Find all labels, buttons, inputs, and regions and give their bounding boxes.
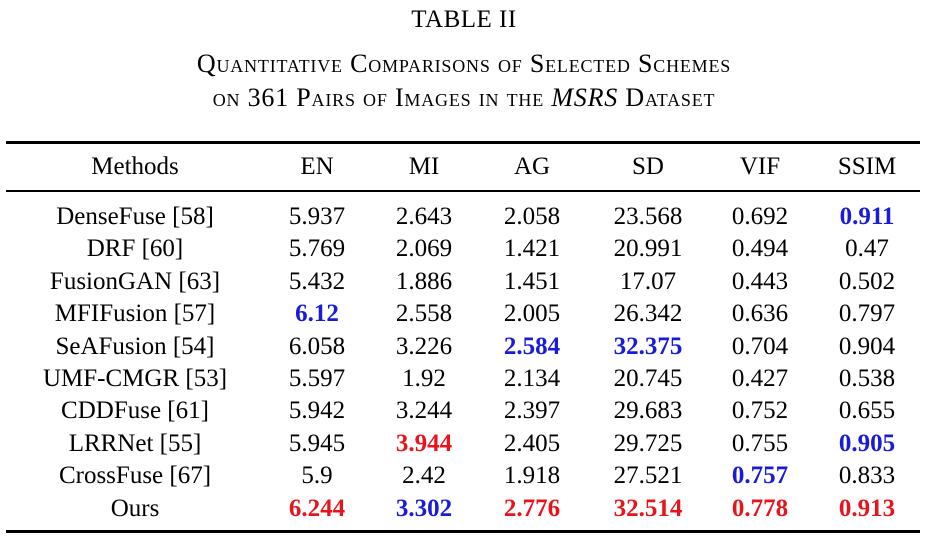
table-row: UMF-CMGR [53] 5.597 1.92 2.134 20.745 0.427 0.… — [0, 363, 928, 395]
sd-value-cell: 20.745 — [613, 365, 683, 392]
ag-value-cell: 1.421 — [503, 235, 561, 263]
vif-value-cell: 0.757 — [731, 462, 789, 490]
en-value-cell: 6.12 — [295, 300, 339, 328]
table-header-rule — [6, 190, 920, 192]
table-caption-line-2: on 361 Pairs of Images in the MSRS Datas… — [0, 83, 928, 113]
vif-value-cell: 0.778 — [731, 494, 789, 522]
en-value-cell: 5.432 — [288, 267, 346, 295]
header-ssim: SSIM — [837, 153, 897, 180]
ssim-value-cell: 0.797 — [838, 300, 896, 328]
table-row: SeAFusion [54] 6.058 3.226 2.584 32.375 0.704… — [0, 331, 928, 363]
vif-value-cell: 0.704 — [731, 332, 789, 360]
sd-value-cell: 20.991 — [613, 235, 683, 263]
mi-value-cell: 2.558 — [395, 300, 453, 328]
vif-value-cell: 0.443 — [731, 267, 789, 295]
ag-value-cell: 2.058 — [503, 203, 561, 230]
sd-value-cell: 32.514 — [613, 494, 683, 522]
en-value-cell: 5.597 — [288, 365, 346, 392]
table-bottom-rule — [6, 530, 920, 533]
mi-value-cell: 1.886 — [395, 267, 453, 295]
method-name-cell: MFIFusion [57] — [54, 300, 216, 328]
table-top-rule — [6, 141, 920, 144]
method-name-cell: DenseFuse [58] — [56, 203, 214, 230]
ssim-value-cell: 0.904 — [838, 332, 896, 360]
table-caption-line-1: Quantitative Comparisons of Selected Sch… — [196, 49, 732, 78]
method-name-cell: UMF-CMGR [53] — [42, 365, 228, 392]
vif-value-cell: 0.692 — [731, 203, 789, 230]
vif-value-cell: 0.752 — [731, 397, 789, 425]
ag-value-cell: 2.776 — [503, 494, 561, 522]
method-name-cell: FusionGAN [63] — [49, 267, 221, 295]
mi-value-cell: 2.643 — [395, 203, 453, 230]
en-value-cell: 5.769 — [288, 235, 346, 263]
table-row: CrossFuse [67] 5.9 2.42 1.918 27.521 0.757 0.8… — [0, 460, 928, 492]
method-name-cell: CrossFuse [67] — [58, 462, 212, 490]
en-value-cell: 5.945 — [288, 429, 346, 457]
sd-value-cell: 23.568 — [613, 203, 683, 230]
table-number: TABLE II — [411, 6, 517, 33]
vif-value-cell: 0.427 — [731, 365, 789, 392]
mi-value-cell: 3.302 — [395, 494, 453, 522]
sd-value-cell: 26.342 — [613, 300, 683, 328]
table-header-row: Methods EN MI AG SD VIF SSIM — [0, 151, 928, 183]
header-mi: MI — [408, 153, 440, 180]
mi-value-cell: 3.226 — [395, 332, 453, 360]
en-value-cell: 6.244 — [288, 494, 346, 522]
ssim-value-cell: 0.913 — [838, 494, 896, 522]
ag-value-cell: 1.918 — [503, 462, 561, 490]
sd-value-cell: 29.683 — [613, 397, 683, 425]
sd-value-cell: 29.725 — [613, 429, 683, 457]
table-row: CDDFuse [61] 5.942 3.244 2.397 29.683 0.752 0.… — [0, 395, 928, 427]
caption-dataset-name: MSRS — [551, 83, 619, 112]
vif-value-cell: 0.494 — [731, 235, 789, 263]
vif-value-cell: 0.636 — [731, 300, 789, 328]
sd-value-cell: 32.375 — [613, 332, 683, 360]
en-value-cell: 5.937 — [288, 203, 346, 230]
header-sd: SD — [632, 153, 664, 180]
ssim-value-cell: 0.47 — [845, 235, 889, 263]
en-value-cell: 5.9 — [301, 462, 333, 490]
ssim-value-cell: 0.833 — [838, 462, 896, 490]
ag-value-cell: 2.405 — [503, 429, 561, 457]
ag-value-cell: 2.584 — [503, 332, 561, 360]
table-row: DRF [60] 5.769 2.069 1.421 20.991 0.494 0.47 — [0, 233, 928, 265]
header-ag: AG — [513, 153, 551, 180]
method-name-cell: CDDFuse [61] — [61, 397, 209, 425]
mi-value-cell: 3.244 — [395, 397, 453, 425]
table-row: Ours 6.244 3.302 2.776 32.514 0.778 0.913 — [0, 493, 928, 525]
caption-text-after: Dataset — [618, 83, 716, 112]
sd-value-cell: 27.521 — [613, 462, 683, 490]
vif-value-cell: 0.755 — [731, 429, 789, 457]
table-row: FusionGAN [63] 5.432 1.886 1.451 17.07 0.443 0… — [0, 266, 928, 298]
en-value-cell: 5.942 — [288, 397, 346, 425]
ssim-value-cell: 0.905 — [838, 429, 896, 457]
mi-value-cell: 2.069 — [395, 235, 453, 263]
mi-value-cell: 1.92 — [402, 365, 446, 392]
sd-value-cell: 17.07 — [619, 267, 677, 295]
table-row: LRRNet [55] 5.945 3.944 2.405 29.725 0.755 0.9… — [0, 428, 928, 460]
ssim-value-cell: 0.538 — [838, 365, 896, 392]
mi-value-cell: 2.42 — [402, 462, 446, 490]
caption-text-before: on 361 Pairs of Images in the — [212, 83, 552, 112]
ag-value-cell: 2.397 — [503, 397, 561, 425]
ssim-value-cell: 0.911 — [839, 203, 895, 230]
ag-value-cell: 1.451 — [503, 267, 561, 295]
method-name-cell: Ours — [110, 494, 160, 522]
table-row: DenseFuse [58] 5.937 2.643 2.058 23.568 0.692… — [0, 201, 928, 233]
ssim-value-cell: 0.502 — [838, 267, 896, 295]
table-row: MFIFusion [57] 6.12 2.558 2.005 26.342 0.636 0… — [0, 298, 928, 330]
header-methods: Methods — [91, 153, 179, 180]
method-name-cell: DRF [60] — [86, 235, 184, 263]
header-en: EN — [300, 153, 334, 180]
method-name-cell: LRRNet [55] — [68, 429, 202, 457]
header-vif: VIF — [739, 153, 781, 180]
method-name-cell: SeAFusion [54] — [55, 332, 215, 360]
mi-value-cell: 3.944 — [395, 429, 453, 457]
ag-value-cell: 2.134 — [503, 365, 561, 392]
en-value-cell: 6.058 — [288, 332, 346, 360]
ssim-value-cell: 0.655 — [838, 397, 896, 425]
ag-value-cell: 2.005 — [503, 300, 561, 328]
